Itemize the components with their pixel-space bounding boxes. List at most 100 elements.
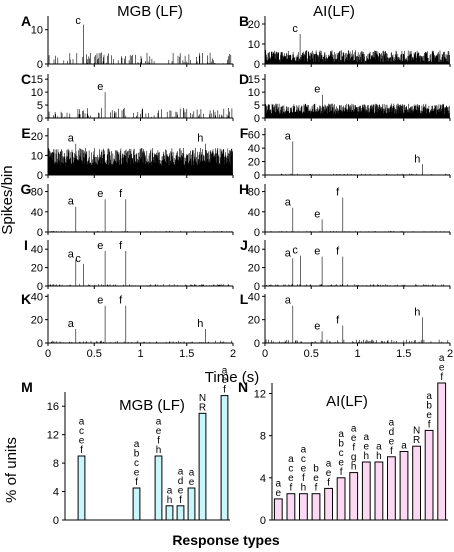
x-tick-label: 2 <box>447 348 453 360</box>
bar-label: f <box>157 436 160 447</box>
x-tick-label: 0.5 <box>304 348 319 360</box>
peak-label: f <box>119 295 123 307</box>
bar-label: a <box>79 417 85 428</box>
bar-label: b <box>426 400 432 411</box>
peak-label: e <box>97 240 103 252</box>
bar-label: a <box>338 429 344 440</box>
bar <box>387 456 396 521</box>
peak-label: c <box>292 245 298 257</box>
bar-label: f <box>302 473 305 484</box>
y-tick-label: 16 <box>47 401 59 413</box>
y-tick-label: 0 <box>37 338 43 350</box>
y-tick-label: 0 <box>260 515 266 527</box>
panel-label: F <box>240 125 249 141</box>
x-axis-label-top: Time (s) <box>205 369 259 386</box>
bar-label: f <box>428 419 431 430</box>
y-tick-label: 0 <box>37 227 43 239</box>
psth-panel-i: Ia c e f 0 20 40 <box>24 237 234 293</box>
bar <box>324 487 334 521</box>
y-tick-label: 40 <box>248 143 260 155</box>
bar <box>165 505 174 521</box>
peak-label: e <box>97 295 103 307</box>
bar <box>399 451 409 521</box>
bar <box>361 461 371 521</box>
peak-label: a <box>68 133 75 145</box>
x-tick-label: 0 <box>262 348 268 360</box>
panel-label: E <box>21 125 30 141</box>
psth-trace <box>264 94 450 118</box>
y-tick-label: 20 <box>248 157 260 169</box>
bar-label: h <box>376 451 382 462</box>
peak-label: h <box>414 153 420 165</box>
bar <box>412 445 422 521</box>
bar-label: a <box>276 478 282 489</box>
y-tick-label: 12 <box>47 430 59 442</box>
y-tick-label: 40 <box>31 291 43 303</box>
y-tick-label: 0 <box>254 338 260 350</box>
psth-panel-j: Ja c e f 0 20 40 <box>240 237 451 293</box>
y-tick-label: 10 <box>248 39 260 51</box>
bar-label: a <box>364 432 370 443</box>
y-tick-label: 0 <box>254 170 260 182</box>
psth-panel-h: Ha e f 0 40 80 <box>239 181 451 239</box>
bar-label: a <box>178 466 184 477</box>
bar-label: f <box>135 477 138 488</box>
bar-label: a <box>401 441 407 452</box>
x-tick-label: 0.5 <box>87 348 102 360</box>
bar-label: e <box>338 457 344 468</box>
bar-label: e <box>276 488 282 499</box>
bar-label: e <box>439 363 445 374</box>
panel-label: M <box>21 379 33 395</box>
bar <box>349 472 359 521</box>
bar <box>176 505 185 521</box>
bar-panel-title: AI(LF) <box>326 393 368 410</box>
bar-label: e <box>426 410 432 421</box>
peak-label: a <box>285 197 292 209</box>
bar-label: N <box>199 393 206 404</box>
bar-label: c <box>301 454 306 465</box>
panel-label: G <box>21 181 32 197</box>
psth-panel-g: Ga e f 0 40 80 <box>21 181 234 239</box>
bar <box>336 477 346 521</box>
bar <box>374 461 384 521</box>
peak-label: f <box>336 315 340 327</box>
bar <box>198 412 207 521</box>
peak-label: e <box>314 84 320 96</box>
bar-label: a <box>134 439 140 450</box>
y-tick-label: 5 <box>254 100 260 112</box>
bar-label: a <box>351 424 357 435</box>
bar <box>132 487 141 521</box>
bar-label: f <box>390 446 393 457</box>
bar-label: N <box>413 426 420 437</box>
bar-label: e <box>351 433 357 444</box>
x-tick-label: 0 <box>45 348 51 360</box>
bar-label: f <box>80 445 83 456</box>
bar-label: f <box>340 467 343 478</box>
bar-label: a <box>389 417 395 428</box>
bar-label: f <box>440 372 443 383</box>
peak-label: h <box>197 318 203 330</box>
y-tick-label: 40 <box>31 244 43 256</box>
panel-label: K <box>21 291 31 307</box>
y-tick-label: 0 <box>254 227 260 239</box>
psth-trace <box>47 24 232 64</box>
bar-label: a <box>167 485 173 496</box>
bar-label: e <box>79 436 85 447</box>
bar-label: f <box>352 443 355 454</box>
bar-label: e <box>178 485 184 496</box>
bar <box>424 429 434 521</box>
y-tick-label: 80 <box>31 187 43 199</box>
bar-label: h <box>167 495 173 506</box>
y-tick-label: 0 <box>37 59 43 71</box>
panel-label: I <box>24 237 28 253</box>
y-axis-label-top: Spikes/bin <box>0 165 16 234</box>
psth-trace <box>266 255 450 286</box>
y-tick-label: 12 <box>254 389 266 401</box>
bar-label: a <box>288 454 294 465</box>
